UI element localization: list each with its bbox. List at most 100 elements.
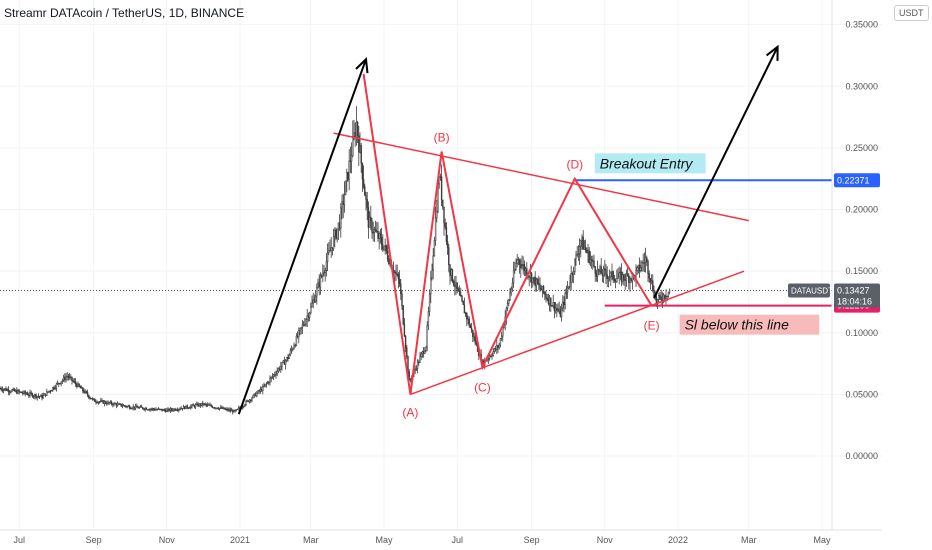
candle [602,265,605,284]
candle [286,356,288,363]
candle [377,222,379,242]
candle [364,183,366,196]
candle [253,393,256,398]
breakout-arrow[interactable] [653,44,779,299]
candle [208,402,210,406]
y-tick-label: 0.05000 [845,389,878,399]
candle [277,367,280,374]
countdown-timer: 18:04:16 [837,297,872,307]
candle [248,398,251,404]
candle [396,264,398,277]
candle [150,407,152,412]
candle [190,404,192,410]
candle [617,267,619,279]
candle [148,408,150,411]
candle [605,263,607,284]
candle [25,391,28,395]
candle [14,389,17,393]
entry-price-tag[interactable]: 0.22371 [834,173,880,188]
candle [193,404,196,409]
candle [83,388,85,394]
candle [535,277,538,292]
candle [260,386,263,392]
candle [386,241,389,262]
candle [550,297,552,313]
candle [132,404,134,411]
breakout-entry-label-text: Breakout Entry [600,155,694,171]
candle [466,311,468,327]
candle [35,393,37,400]
candle [74,378,77,387]
candle [367,201,370,239]
stop-loss-label[interactable]: Sl below this line [679,314,820,335]
candle [596,260,599,283]
candle [113,401,115,407]
breakout-entry-label[interactable]: Breakout Entry [594,153,706,174]
candle [266,380,269,385]
candle [234,409,236,413]
candle [284,359,287,370]
candle [562,295,564,312]
candle [376,221,378,234]
candle [583,240,586,250]
candle [457,287,460,292]
candle [290,345,293,354]
candle [608,269,611,282]
candle [44,393,47,398]
candle [251,396,253,403]
upper-trendline[interactable] [333,132,749,222]
candle [289,347,292,357]
y-tick-label: 0.30000 [845,81,878,91]
candle [316,283,318,305]
candle [101,398,103,402]
candle [424,347,426,355]
lower-trendline[interactable] [410,270,745,396]
candle [100,397,102,403]
symbol-label: DATAUSDT [791,287,833,296]
candle [103,400,106,407]
x-tick-label: Sep [524,535,540,545]
candle [133,406,136,411]
candle [604,259,606,277]
candle [559,305,562,318]
candle [590,255,593,269]
candle [146,409,149,411]
candle [366,192,368,221]
candle [362,165,365,189]
candle [167,406,169,413]
candle [416,359,419,374]
candle [418,359,420,366]
impulse-arrow[interactable] [237,56,369,415]
candle [643,252,646,272]
y-tick-label: 0.35000 [845,20,878,30]
candle [440,164,443,207]
wave-label: (A) [402,405,418,419]
candle [320,273,323,279]
candle [359,132,361,154]
candle [259,386,262,394]
candle [624,273,626,291]
candle [8,390,11,396]
candle [380,227,383,251]
candle [470,322,473,333]
candle [79,385,82,389]
candle [182,404,185,410]
candle [518,258,521,274]
candle [86,389,89,398]
candle [94,398,96,402]
candle [295,333,298,347]
wave-zigzag[interactable] [362,73,653,395]
currency-button[interactable]: USDT [894,5,929,21]
candle [425,346,427,353]
candle [262,384,264,395]
candle [29,389,31,398]
candle [430,270,432,304]
candle [374,220,377,233]
candle [575,251,577,266]
candle [300,327,302,335]
candle [547,293,550,306]
candle [546,293,548,302]
candle [250,399,252,404]
